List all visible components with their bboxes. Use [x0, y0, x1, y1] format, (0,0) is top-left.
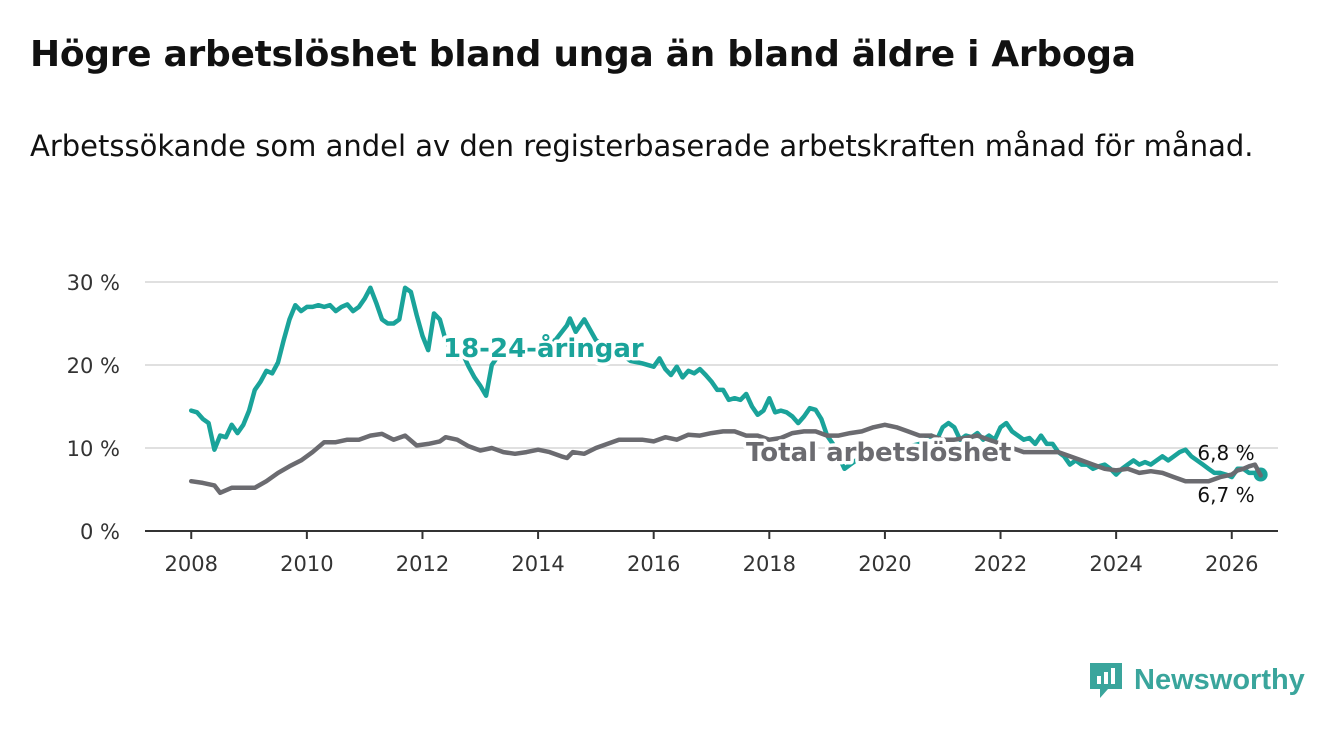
y-tick-label: 30 %	[67, 271, 120, 295]
x-tick-label: 2024	[1089, 552, 1142, 576]
x-tick-label: 2020	[858, 552, 911, 576]
series-label-total: Total arbetslöshet	[746, 438, 1011, 468]
brand-name: Newsworthy	[1134, 663, 1305, 696]
x-tick-label: 2010	[280, 552, 333, 576]
y-tick-label: 0 %	[80, 520, 120, 544]
newsworthy-icon	[1090, 663, 1122, 698]
x-tick-label: 2026	[1205, 552, 1258, 576]
y-tick-label: 10 %	[67, 437, 120, 461]
x-tick-label: 2016	[627, 552, 680, 576]
x-tick-label: 2014	[511, 552, 564, 576]
end-value-youth: 6,8 %	[1197, 441, 1254, 465]
x-tick-label: 2022	[974, 552, 1027, 576]
series-label-youth: 18-24-åringar	[443, 332, 644, 364]
series-line-total	[188, 422, 1263, 496]
x-tick-label: 2018	[743, 552, 796, 576]
chart-title: Högre arbetslöshet bland unga än bland ä…	[30, 34, 1136, 75]
end-value-total: 6,7 %	[1197, 483, 1254, 507]
chart-subtitle: Arbetssökande som andel av den registerb…	[30, 129, 1254, 163]
x-tick-label: 2012	[396, 552, 449, 576]
x-tick-label: 2008	[165, 552, 218, 576]
y-tick-label: 20 %	[67, 354, 120, 378]
brand-logo: Newsworthy	[1088, 660, 1305, 700]
